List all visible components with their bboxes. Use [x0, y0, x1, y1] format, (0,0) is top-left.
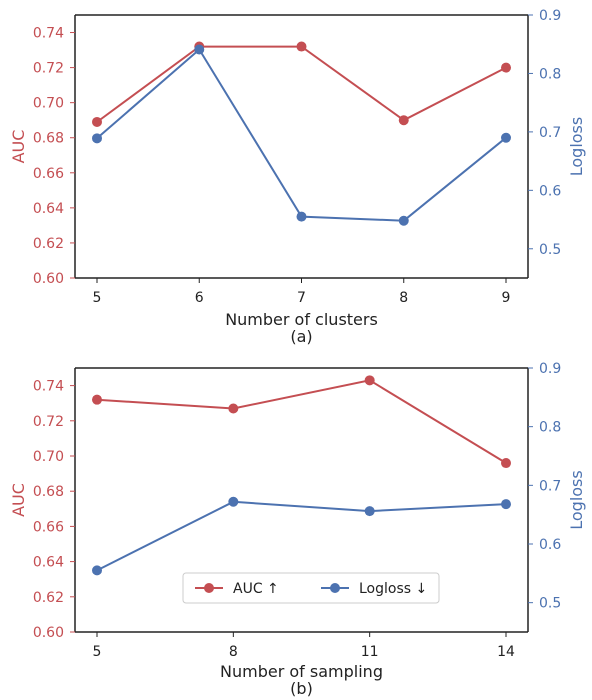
panel-b-left-y-tick-label: 0.60: [33, 625, 64, 641]
panel-b-legend-logloss-marker: [330, 583, 340, 593]
panel-a-left-y-tick-label: 0.62: [33, 236, 64, 252]
panel-b-right-y-tick-label: 0.7: [539, 478, 561, 494]
panel-b-x-axis-label: Number of sampling: [220, 662, 383, 681]
panel-b-left-y-tick-label: 0.62: [33, 590, 64, 606]
panel-a-x-tick-label: 9: [502, 290, 511, 306]
panel-a-x-tick-label: 8: [399, 290, 408, 306]
panel-a-right-y-tick-label: 0.5: [539, 242, 561, 258]
panel-a-left-y-tick-label: 0.72: [33, 61, 64, 77]
panel-b-logloss-point: [501, 499, 511, 510]
panel-a-logloss-point: [501, 132, 511, 143]
panel-b-right-y-axis-label: Logloss: [567, 470, 586, 529]
panel-b-left-y-tick-label: 0.74: [33, 379, 64, 395]
panel-a-logloss-line: [96, 47, 507, 222]
panel-b-x-tick-label: 11: [361, 644, 379, 660]
panel-a-right-y-tick-label: 0.7: [539, 125, 561, 141]
panel-a-left-y-tick-label: 0.60: [33, 271, 64, 287]
panel-a-auc-point: [92, 116, 102, 127]
panel-b-left-y-tick-label: 0.66: [33, 519, 64, 535]
panel-b-legend-auc-label: AUC ↑: [233, 581, 279, 597]
panel-a-logloss-point: [398, 215, 409, 226]
panel-b-auc-point: [501, 458, 511, 469]
panel-b-x-tick-label: 8: [229, 644, 238, 660]
panel-b-caption: (b): [290, 679, 313, 698]
panel-b-auc-line: [96, 379, 507, 464]
panel-a-right-y-tick-label: 0.6: [539, 183, 561, 199]
panel-a-auc-point: [501, 62, 511, 73]
panel-b-legend-auc-marker: [204, 583, 214, 593]
panel-b-auc-point: [92, 394, 102, 405]
panel-a-x-axis-label: Number of clusters: [225, 310, 378, 329]
panel-b-left-y-tick-label: 0.68: [33, 484, 64, 500]
panel-a-logloss-point: [194, 44, 205, 55]
panel-b-left-y-tick-label: 0.72: [33, 414, 64, 430]
panel-a-right-y-tick-label: 0.9: [539, 8, 561, 24]
panel-a-left-y-tick-label: 0.70: [33, 96, 64, 112]
panel-a-right-y-axis-label: Logloss: [567, 117, 586, 176]
panel-b-auc-point: [364, 375, 375, 386]
panel-b-left-y-tick-label: 0.64: [33, 555, 64, 571]
panel-b-auc-point: [228, 403, 239, 414]
panel-a-left-y-tick-label: 0.66: [33, 166, 64, 182]
panel-b-right-y-tick-label: 0.5: [539, 596, 561, 612]
panel-b-legend-logloss-label: Logloss ↓: [359, 581, 427, 597]
panel-b-right-y-tick-label: 0.9: [539, 361, 561, 377]
panel-a-auc-point: [398, 115, 409, 126]
panel-b-right-y-tick-label: 0.6: [539, 537, 561, 553]
panel-b-left-y-tick-label: 0.70: [33, 449, 64, 465]
panel-b-logloss-point: [228, 496, 239, 507]
panel-a-logloss-point: [92, 133, 102, 144]
panel-a-right-y-tick-label: 0.8: [539, 66, 561, 82]
panel-a-left-y-axis-label: AUC: [9, 130, 28, 164]
panel-a-left-y-tick-label: 0.74: [33, 26, 64, 42]
panel-b-logloss-line: [96, 500, 507, 572]
panel-b-legend-box: [182, 572, 440, 604]
panel-a-caption: (a): [290, 327, 312, 346]
panel-a-left-y-tick-label: 0.64: [33, 201, 64, 217]
panel-a-x-tick-label: 7: [297, 290, 306, 306]
panel-b-right-y-tick-label: 0.8: [539, 420, 561, 436]
panel-b-left-y-axis-label: AUC: [9, 483, 28, 517]
panel-b-logloss-point: [364, 506, 375, 517]
panel-a-logloss-point: [296, 211, 307, 222]
panel-a-x-tick-label: 6: [195, 290, 204, 306]
panel-a-auc-point: [296, 41, 307, 52]
panel-a-x-tick-label: 5: [93, 290, 102, 306]
panel-b-x-tick-label: 14: [497, 644, 515, 660]
panel-a-left-y-tick-label: 0.68: [33, 131, 64, 147]
panel-b-x-tick-label: 5: [93, 644, 102, 660]
panel-b-logloss-point: [92, 565, 102, 576]
